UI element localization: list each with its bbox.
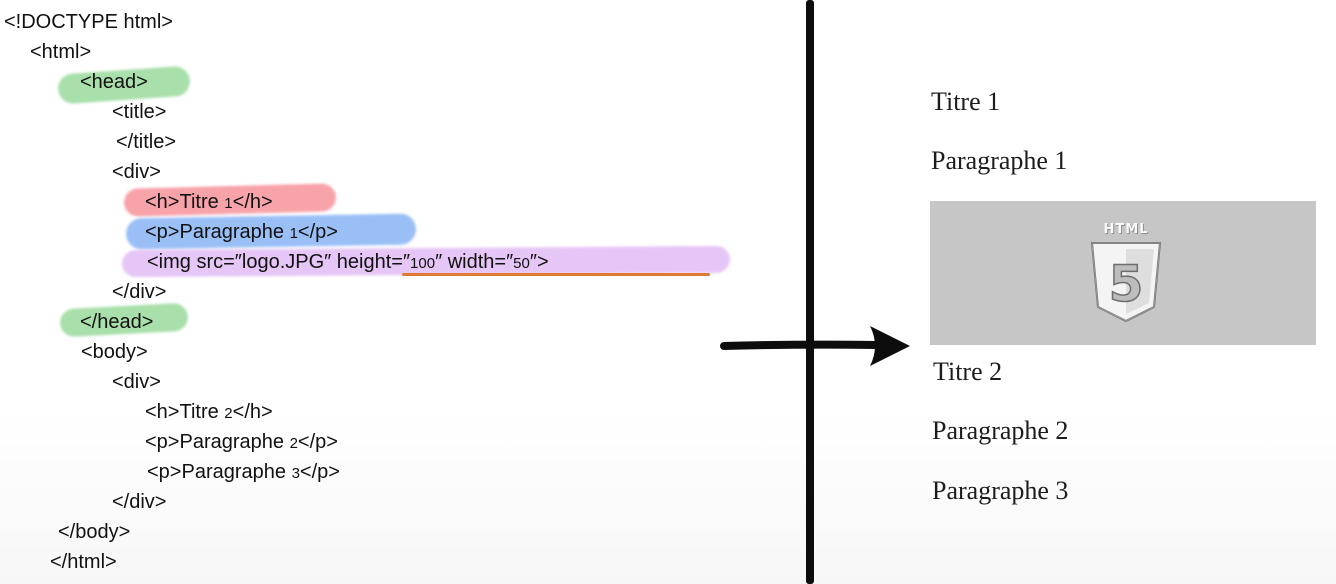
code-line-doctype: <!DOCTYPE html> xyxy=(4,11,173,33)
attribute-underline xyxy=(402,273,710,276)
rendered-paragraph-1: Paragraphe 1 xyxy=(931,146,1068,175)
code-line-p3: <p>Paragraphe 3</p> xyxy=(147,461,340,483)
rendered-title-1: Titre 1 xyxy=(931,87,1001,116)
code-line-p1: <p>Paragraphe 1</p> xyxy=(145,221,338,243)
rendered-logo-image: HTML 5 xyxy=(930,201,1316,345)
code-line-img: <img src=″logo.JPG″ height=″100″ width=″… xyxy=(147,251,549,273)
code-line-head-open: <head> xyxy=(80,71,148,93)
logo-label: HTML xyxy=(1103,222,1149,237)
code-line-body-close: </body> xyxy=(58,521,131,543)
right-arrow-icon xyxy=(720,326,910,366)
code-line-div-open: <div> xyxy=(112,161,161,183)
vertical-divider xyxy=(806,0,814,584)
code-line-div2-open: <div> xyxy=(112,371,161,393)
rendered-paragraph-3: Paragraphe 3 xyxy=(932,476,1069,505)
code-line-head-close: </head> xyxy=(80,311,154,333)
code-line-div2-close: </div> xyxy=(112,491,167,513)
code-line-p2: <p>Paragraphe 2</p> xyxy=(145,431,338,453)
code-line-title-close: </title> xyxy=(116,131,177,153)
code-line-title-open: <title> xyxy=(112,101,167,123)
code-line-h2: <h>Titre 2</h> xyxy=(145,401,273,423)
logo-digit: 5 xyxy=(1109,255,1144,313)
code-line-div-close: </div> xyxy=(112,281,167,303)
code-line-body-open: <body> xyxy=(81,341,148,363)
code-line-h1: <h>Titre 1</h> xyxy=(145,191,273,213)
rendered-paragraph-2: Paragraphe 2 xyxy=(932,416,1069,445)
rendered-title-2: Titre 2 xyxy=(933,357,1003,386)
html5-logo-icon: 5 xyxy=(1090,242,1162,323)
code-line-html-close: </html> xyxy=(50,551,117,573)
code-line-html-open: <html> xyxy=(30,41,92,63)
